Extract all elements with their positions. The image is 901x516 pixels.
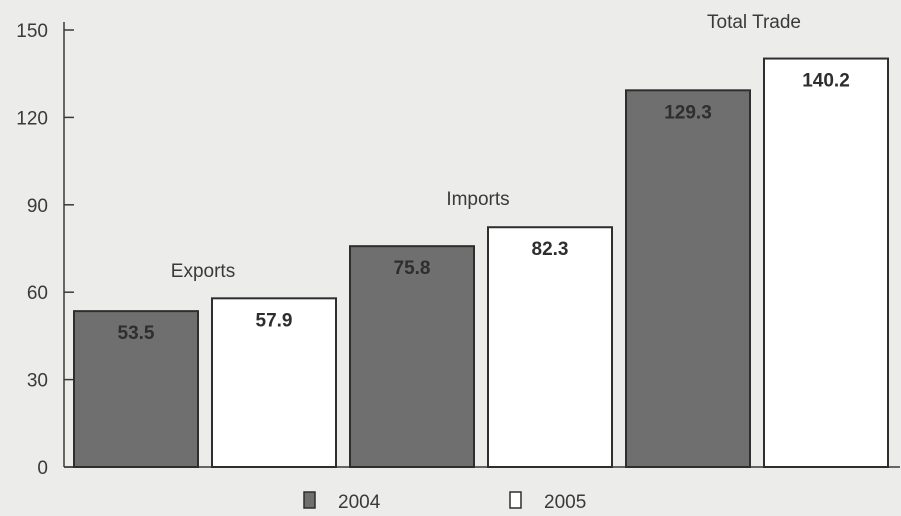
legend-swatch-2005 (509, 491, 522, 509)
y-tick-label: 90 (27, 196, 48, 217)
bar-2005-total-trade (763, 57, 889, 469)
legend-swatch-2004 (303, 491, 316, 509)
bar-value-label: 57.9 (256, 310, 293, 331)
value-labels: 53.5 57.9 75.8 82.3 129.3 140.2 (118, 71, 850, 345)
legend: 2004 2005 (303, 491, 586, 513)
y-axis-ticks: 0 30 60 90 120 150 (16, 21, 74, 479)
y-tick-label: 60 (27, 283, 48, 304)
bar-value-label: 82.3 (532, 239, 569, 260)
bar-2004-imports (349, 245, 475, 468)
bar-2004-total-trade (625, 89, 751, 468)
y-tick-label: 0 (37, 458, 48, 479)
legend-label: 2004 (338, 492, 381, 513)
category-labels: Exports Imports Total Trade (171, 12, 801, 282)
category-label: Exports (171, 261, 235, 282)
bar-2004-exports (73, 310, 199, 468)
legend-label: 2005 (544, 492, 586, 513)
y-tick-label: 150 (16, 21, 48, 42)
bar-2005-exports (211, 297, 337, 468)
y-tick-label: 30 (27, 371, 48, 392)
bar-value-label: 75.8 (394, 258, 431, 279)
bar-value-label: 53.5 (118, 323, 155, 344)
bar-2005-imports (487, 226, 613, 468)
bars (73, 57, 889, 469)
bar-value-label: 140.2 (802, 71, 850, 92)
category-label: Imports (446, 189, 509, 210)
bar-value-label: 129.3 (664, 102, 712, 123)
y-tick-label: 120 (16, 108, 48, 129)
category-label: Total Trade (707, 12, 801, 33)
